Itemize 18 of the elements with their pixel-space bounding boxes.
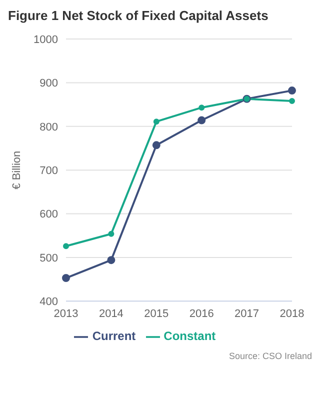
x-tick-label: 2016: [189, 308, 214, 320]
y-tick-label: 500: [40, 252, 58, 264]
y-axis-title: € Billion: [10, 150, 23, 190]
source-note: Source: CSO Ireland: [228, 351, 312, 361]
x-tick-label: 2013: [54, 308, 78, 320]
y-tick-label: 600: [40, 208, 58, 221]
legend-label: Constant: [164, 329, 216, 344]
legend-label: Current: [92, 329, 136, 344]
y-tick-label: 400: [40, 296, 58, 308]
x-tick-label: 2017: [234, 308, 260, 320]
y-tick-label: 700: [40, 164, 58, 177]
x-tick-label: 2015: [144, 308, 169, 320]
x-tick-label: 2018: [280, 308, 304, 320]
chart-title: Figure 1 Net Stock of Fixed Capital Assets: [8, 8, 270, 23]
y-tick-label: 1000: [34, 34, 58, 46]
y-tick-label: 900: [40, 78, 58, 90]
x-tick-label: 2014: [98, 308, 124, 320]
y-tick-label: 800: [40, 121, 58, 134]
